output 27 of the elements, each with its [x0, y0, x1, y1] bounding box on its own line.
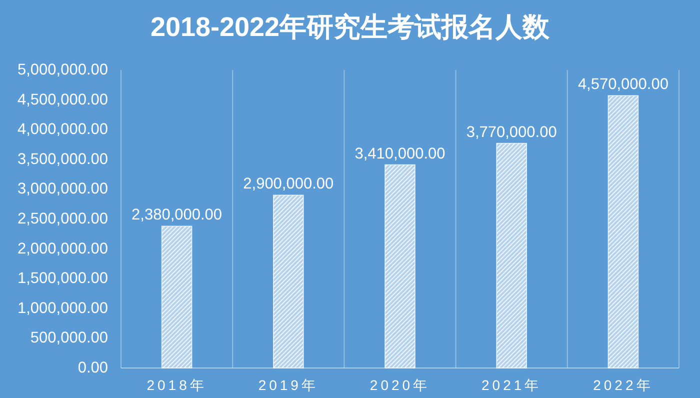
- bar: [496, 142, 527, 368]
- data-label: 2,380,000.00: [132, 206, 222, 224]
- x-tick-label: 2019年: [258, 377, 318, 393]
- x-tick-label: 2022年: [593, 377, 654, 393]
- data-label: 3,770,000.00: [466, 124, 558, 141]
- bar: [161, 226, 192, 368]
- x-tick-label: 2021年: [482, 377, 542, 393]
- bar: [608, 95, 639, 368]
- data-label: 3,410,000.00: [354, 145, 446, 162]
- data-label: 4,570,000.00: [578, 76, 669, 94]
- x-tick-label: 2020年: [370, 377, 430, 393]
- data-label: 2,900,000.00: [243, 176, 334, 193]
- x-tick-label: 2018年: [146, 377, 207, 393]
- y-tick-label: 4,500,000.00: [17, 91, 108, 108]
- y-tick-label: 2,000,000.00: [17, 240, 108, 258]
- chart-title: 2018-2022年研究生考试报名人数: [150, 12, 551, 42]
- y-tick-label: 3,500,000.00: [17, 150, 108, 168]
- y-tick-label: 4,000,000.00: [17, 121, 108, 138]
- y-tick-label: 500,000.00: [30, 330, 108, 347]
- y-tick-label: 5,000,000.00: [17, 62, 108, 78]
- y-tick-label: 3,000,000.00: [17, 180, 108, 198]
- y-tick-label: 1,000,000.00: [17, 300, 108, 317]
- y-tick-label: 2,500,000.00: [17, 210, 108, 228]
- bar: [273, 194, 304, 368]
- y-tick-label: 0.00: [78, 360, 108, 376]
- bar: [384, 164, 416, 368]
- y-tick-label: 1,500,000.00: [17, 270, 108, 288]
